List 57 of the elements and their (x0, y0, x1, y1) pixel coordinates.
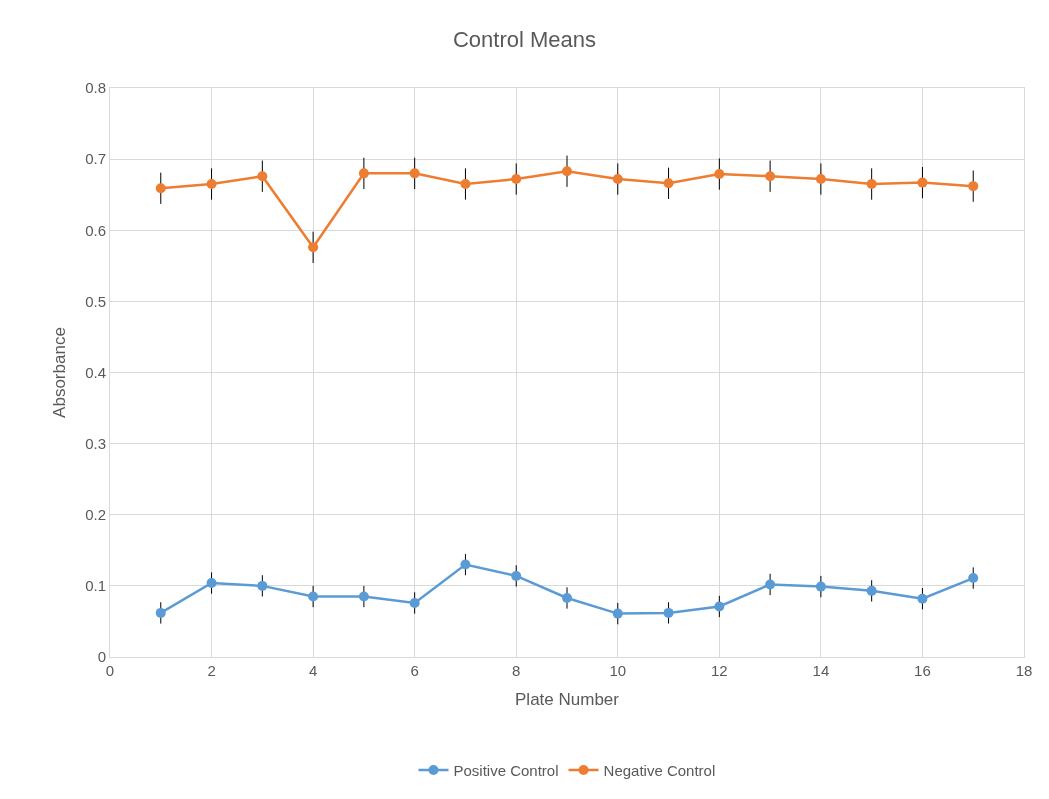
point (257, 580, 268, 591)
y-axis-title: Absorbance (49, 327, 69, 418)
point (663, 607, 674, 618)
point (866, 179, 877, 190)
y-tick-label: 0.4 (85, 363, 106, 381)
point (511, 570, 522, 581)
point (917, 593, 928, 604)
point (714, 169, 725, 180)
y-tick-label: 0.8 (85, 79, 106, 97)
point (206, 578, 217, 589)
x-axis-title: Plate Number (515, 690, 620, 710)
chart-title: Control Means (452, 27, 597, 53)
point (765, 579, 776, 590)
point (460, 179, 471, 190)
x-tick-label: 8 (512, 662, 521, 679)
x-tick-label: 16 (914, 662, 931, 679)
point (815, 581, 826, 592)
point (460, 559, 471, 570)
point (409, 168, 420, 179)
point (155, 183, 166, 194)
point (968, 573, 979, 584)
point (562, 592, 572, 603)
point (358, 591, 369, 602)
point (308, 591, 319, 602)
point (612, 608, 623, 619)
y-tick-label: 0.6 (85, 221, 106, 239)
point (714, 601, 725, 612)
x-tick-label: 6 (410, 662, 419, 679)
point (968, 181, 979, 192)
y-tick-label: 0.5 (85, 292, 106, 310)
point (765, 171, 776, 182)
y-tick-label: 0.1 (85, 577, 106, 595)
y-tick-label: 0 (97, 648, 106, 666)
x-tick-label: 4 (308, 662, 318, 679)
legend-label: Positive Control (453, 761, 559, 779)
x-tick-label: 10 (609, 662, 627, 679)
y-tick-label: 0.7 (85, 150, 106, 168)
point (358, 168, 369, 179)
legend-label: Negative Control (603, 761, 716, 779)
point (815, 174, 826, 185)
point (308, 242, 319, 253)
y-tick-label: 0.2 (85, 506, 106, 523)
point (663, 178, 674, 189)
point (409, 597, 420, 608)
x-tick-label: 2 (207, 662, 216, 679)
point (511, 174, 522, 185)
y-tick-label: 0.3 (85, 434, 106, 452)
point (866, 585, 877, 596)
point (562, 166, 572, 177)
x-tick-label: 12 (710, 662, 728, 679)
x-tick-label: 14 (812, 662, 830, 679)
x-tick-label: 18 (1015, 662, 1033, 679)
point (155, 607, 166, 618)
point (206, 179, 217, 190)
point (257, 171, 268, 182)
point (917, 177, 928, 188)
point (612, 174, 623, 185)
